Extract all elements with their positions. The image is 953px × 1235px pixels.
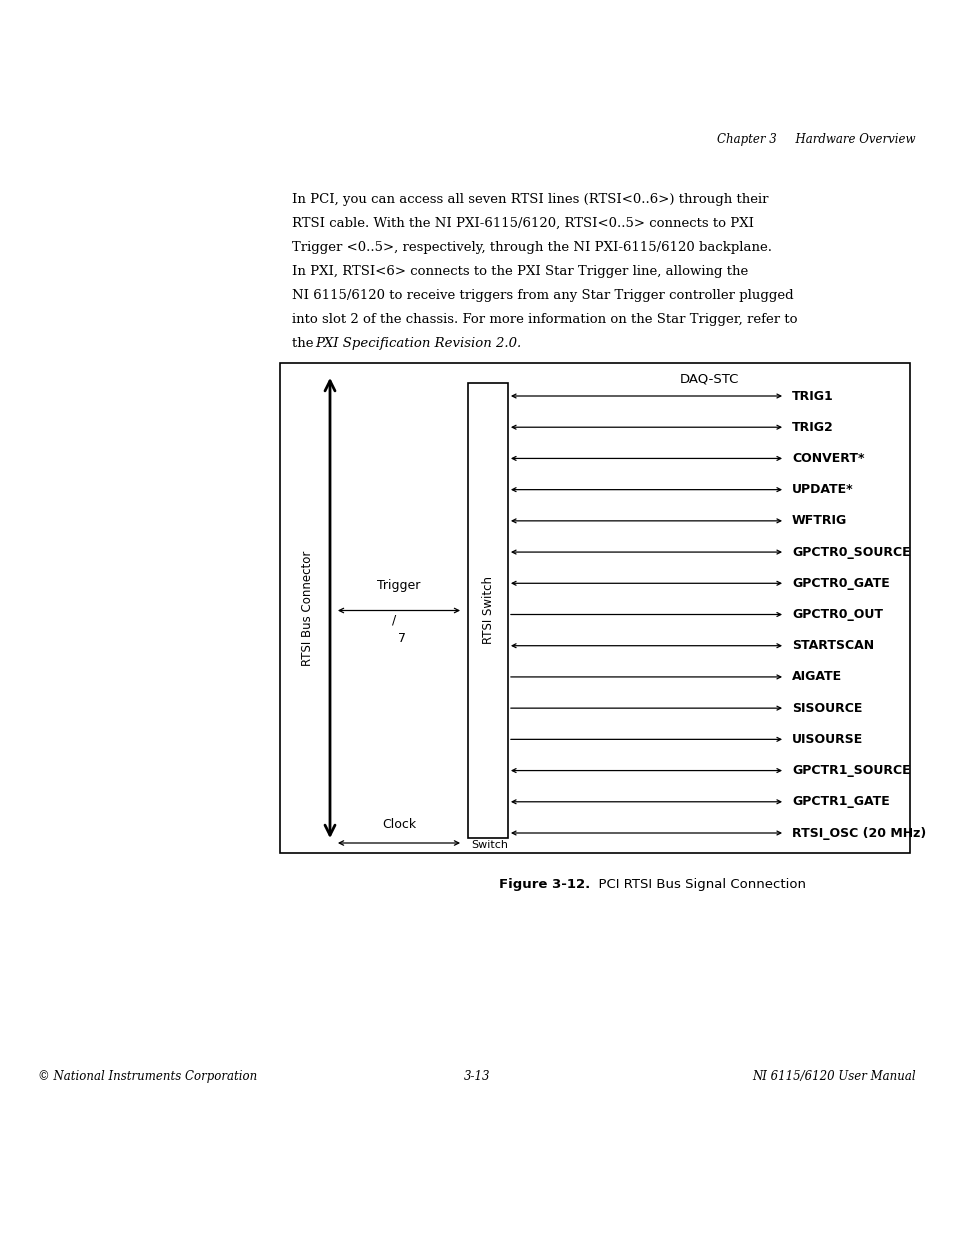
Text: GPCTR0_SOURCE: GPCTR0_SOURCE bbox=[791, 546, 910, 558]
Text: In PXI, RTSI<6> connects to the PXI Star Trigger line, allowing the: In PXI, RTSI<6> connects to the PXI Star… bbox=[292, 266, 747, 278]
Text: TRIG2: TRIG2 bbox=[791, 421, 833, 433]
Text: GPCTR0_GATE: GPCTR0_GATE bbox=[791, 577, 889, 590]
Text: NI 6115/6120 User Manual: NI 6115/6120 User Manual bbox=[752, 1070, 915, 1083]
Text: © National Instruments Corporation: © National Instruments Corporation bbox=[38, 1070, 257, 1083]
Text: Clock: Clock bbox=[381, 818, 416, 831]
Text: Trigger: Trigger bbox=[377, 579, 420, 593]
Text: CONVERT*: CONVERT* bbox=[791, 452, 863, 464]
Text: 3-13: 3-13 bbox=[463, 1070, 490, 1083]
Text: In PCI, you can access all seven RTSI lines (RTSI<0..6>) through their: In PCI, you can access all seven RTSI li… bbox=[292, 193, 768, 206]
Bar bbox=[280, 363, 909, 853]
Text: Figure 3-12.: Figure 3-12. bbox=[498, 878, 589, 890]
Text: /: / bbox=[392, 614, 395, 626]
Text: GPCTR1_GATE: GPCTR1_GATE bbox=[791, 795, 889, 808]
Text: Chapter 3     Hardware Overview: Chapter 3 Hardware Overview bbox=[717, 133, 915, 146]
Text: NI 6115/6120 to receive triggers from any Star Trigger controller plugged: NI 6115/6120 to receive triggers from an… bbox=[292, 289, 793, 303]
Bar bbox=[468, 383, 507, 839]
Text: STARTSCAN: STARTSCAN bbox=[791, 640, 873, 652]
Text: RTSI_OSC (20 MHz): RTSI_OSC (20 MHz) bbox=[791, 826, 925, 840]
Text: PCI RTSI Bus Signal Connection: PCI RTSI Bus Signal Connection bbox=[589, 878, 805, 890]
Text: PXI Specification Revision 2.0.: PXI Specification Revision 2.0. bbox=[315, 337, 521, 350]
Text: into slot 2 of the chassis. For more information on the Star Trigger, refer to: into slot 2 of the chassis. For more inf… bbox=[292, 312, 797, 326]
Text: RTSI Switch: RTSI Switch bbox=[481, 577, 494, 645]
Text: 7: 7 bbox=[397, 632, 406, 646]
Text: the: the bbox=[292, 337, 317, 350]
Text: DAQ-STC: DAQ-STC bbox=[679, 373, 738, 387]
Text: WFTRIG: WFTRIG bbox=[791, 514, 846, 527]
Text: UISOURSE: UISOURSE bbox=[791, 732, 862, 746]
Text: Trigger <0..5>, respectively, through the NI PXI-6115/6120 backplane.: Trigger <0..5>, respectively, through th… bbox=[292, 241, 771, 254]
Text: GPCTR1_SOURCE: GPCTR1_SOURCE bbox=[791, 764, 910, 777]
Text: RTSI cable. With the NI PXI-6115/6120, RTSI<0..5> connects to PXI: RTSI cable. With the NI PXI-6115/6120, R… bbox=[292, 217, 753, 230]
Text: SISOURCE: SISOURCE bbox=[791, 701, 862, 715]
Text: UPDATE*: UPDATE* bbox=[791, 483, 853, 496]
Text: TRIG1: TRIG1 bbox=[791, 389, 833, 403]
Text: RTSI Bus Connector: RTSI Bus Connector bbox=[301, 551, 314, 666]
Text: Switch: Switch bbox=[471, 840, 507, 850]
Text: GPCTR0_OUT: GPCTR0_OUT bbox=[791, 608, 882, 621]
Text: AIGATE: AIGATE bbox=[791, 671, 841, 683]
